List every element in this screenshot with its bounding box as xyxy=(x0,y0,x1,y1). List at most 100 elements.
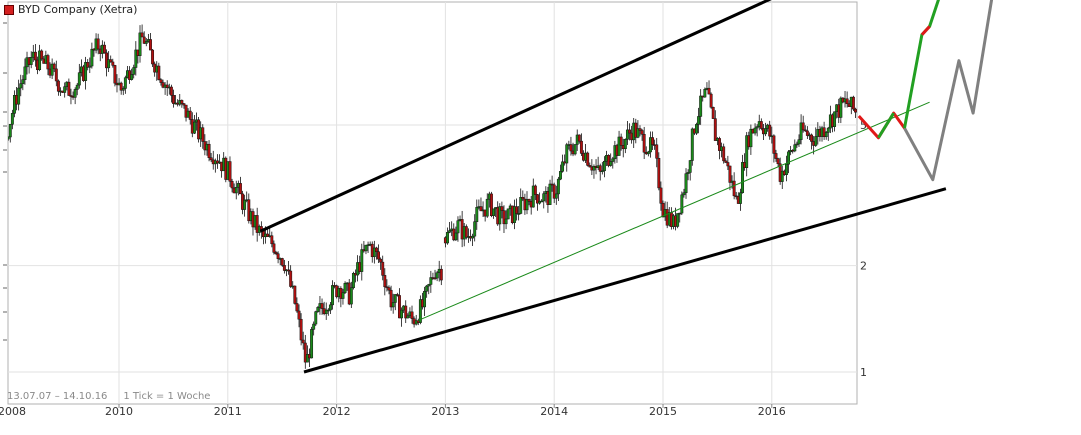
candle-body xyxy=(787,151,790,165)
candle-body xyxy=(349,287,353,305)
candle-body xyxy=(475,207,479,222)
x-tick-label: 2008 xyxy=(0,405,26,418)
candle-body xyxy=(40,50,44,60)
candle-body xyxy=(303,342,307,363)
candle-body xyxy=(73,89,77,98)
candle-body xyxy=(801,122,805,131)
candle-body xyxy=(592,165,596,171)
y-tick-label: 1 xyxy=(860,366,867,379)
candle-body xyxy=(810,134,814,142)
candle-body xyxy=(521,197,525,200)
candle-body xyxy=(5,138,7,139)
candle-body xyxy=(707,87,711,95)
candle-body xyxy=(418,299,422,323)
candle-body xyxy=(21,79,25,84)
candle-body xyxy=(341,292,345,299)
candle-body xyxy=(351,273,355,289)
candle-body xyxy=(132,67,136,75)
candle-body xyxy=(276,253,280,260)
candle-body xyxy=(188,110,192,120)
candle-body xyxy=(377,251,380,260)
candle-body xyxy=(479,206,483,212)
candle-body xyxy=(389,289,393,308)
candle-body xyxy=(636,128,640,138)
x-tick-label: 2016 xyxy=(758,405,786,418)
candle-body xyxy=(755,126,759,129)
candle-body xyxy=(728,165,732,183)
candle-body xyxy=(182,103,186,106)
candle-body xyxy=(75,84,79,90)
candle-body xyxy=(745,135,749,168)
chart-info: 13.07.07 – 14.10.16 1 Tick = 1 Woche xyxy=(7,391,210,402)
candle-body xyxy=(690,128,694,161)
x-tick-label: 2012 xyxy=(323,405,351,418)
candle-body xyxy=(280,258,284,266)
candle-body xyxy=(749,128,753,148)
candle-body xyxy=(485,198,489,217)
candle-body xyxy=(10,113,14,125)
candle-body xyxy=(324,309,328,315)
candle-body xyxy=(753,127,757,134)
candle-body xyxy=(454,232,458,241)
candle-body xyxy=(247,199,251,222)
candle-body xyxy=(805,130,809,136)
candle-body xyxy=(699,95,703,117)
candle-body xyxy=(404,305,408,319)
candle-body xyxy=(697,116,701,125)
candle-body xyxy=(102,44,106,54)
candle-body xyxy=(331,285,334,306)
candle-body xyxy=(525,199,529,211)
candle-body xyxy=(638,128,642,131)
candle-body xyxy=(617,136,621,156)
candle-body xyxy=(387,287,391,291)
candle-body xyxy=(207,143,211,158)
candle-body xyxy=(165,84,169,89)
candle-body xyxy=(282,265,286,271)
candle-body xyxy=(774,153,778,159)
candle-body xyxy=(439,268,443,281)
candle-body xyxy=(140,32,144,38)
candle-body xyxy=(326,309,330,312)
candle-body xyxy=(364,244,368,252)
candle-body xyxy=(398,295,401,319)
candle-body xyxy=(385,286,389,289)
candle-body xyxy=(540,200,544,203)
candle-body xyxy=(680,194,684,214)
candle-body xyxy=(243,199,247,210)
plot-frame xyxy=(7,1,858,405)
candle-body xyxy=(312,323,316,330)
candle-body xyxy=(328,304,332,311)
candle-body xyxy=(8,123,12,138)
candle-body xyxy=(552,184,556,199)
candle-body xyxy=(320,303,324,309)
candle-body xyxy=(517,213,521,215)
candle-body xyxy=(536,194,539,204)
candle-body xyxy=(556,178,560,195)
candle-body xyxy=(688,160,692,173)
y-tick-label: 5 xyxy=(860,119,867,132)
candle-body xyxy=(305,354,309,363)
candle-body xyxy=(651,137,654,145)
candle-body xyxy=(682,192,686,196)
candle-body xyxy=(69,95,73,97)
candle-body xyxy=(372,247,376,258)
candle-body xyxy=(854,108,857,113)
candle-body xyxy=(400,309,403,319)
candle-body xyxy=(425,285,429,292)
candle-body xyxy=(448,230,452,233)
candle-body xyxy=(272,243,276,253)
candle-body xyxy=(381,261,385,276)
candle-body xyxy=(579,140,583,154)
candle-body xyxy=(295,303,299,312)
candle-body xyxy=(77,72,81,86)
candle-body xyxy=(498,206,502,225)
candle-body xyxy=(393,294,397,303)
candle-body xyxy=(569,144,573,152)
candle-body xyxy=(88,65,92,68)
candle-body xyxy=(489,193,493,216)
candle-body xyxy=(314,311,318,325)
candle-body xyxy=(713,118,717,141)
candle-body xyxy=(764,128,767,135)
candle-body xyxy=(502,210,506,225)
candle-body xyxy=(512,206,516,223)
